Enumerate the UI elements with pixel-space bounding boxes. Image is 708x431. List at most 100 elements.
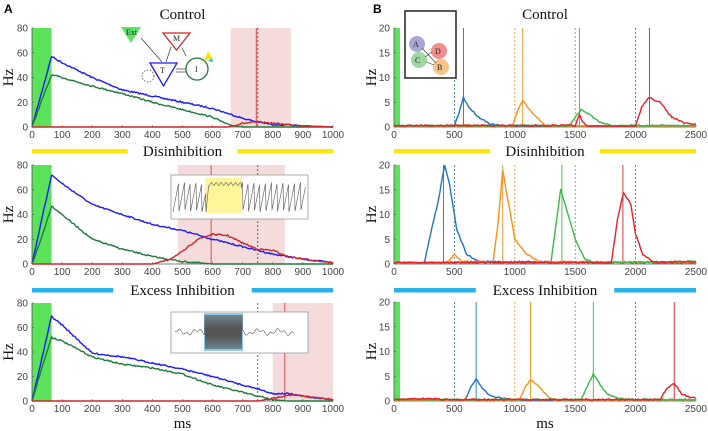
x-tick-label: 1500 xyxy=(564,130,587,141)
y-tick-label: 20 xyxy=(379,24,391,35)
y-axis-label: Hz xyxy=(364,342,380,360)
x-tick-label: 300 xyxy=(114,130,131,141)
y-tick-label: 80 xyxy=(17,299,29,310)
disinhibition-highlight xyxy=(205,178,242,213)
x-tick-label: 1000 xyxy=(322,267,345,278)
series-line-green xyxy=(31,205,333,265)
y-tick-label: 10 xyxy=(379,73,391,84)
x-tick-label: 500 xyxy=(446,130,463,141)
condition-bar-right xyxy=(599,149,696,154)
panel-title: Control xyxy=(522,7,568,23)
series-line-green xyxy=(31,73,333,128)
y-tick-label: 60 xyxy=(17,48,29,59)
x-tick-label: 2000 xyxy=(624,267,647,278)
panel-title: Disinhibition xyxy=(505,144,585,160)
x-tick-label: 2500 xyxy=(685,267,708,278)
x-tick-label: 800 xyxy=(264,130,281,141)
stimulus-region xyxy=(32,303,52,401)
y-tick-label: 40 xyxy=(17,348,29,359)
y-tick-label: 40 xyxy=(17,210,29,221)
x-tick-label: 700 xyxy=(234,404,251,415)
y-tick-label: 40 xyxy=(17,73,29,84)
x-axis-label: ms xyxy=(174,416,192,431)
series-line-red xyxy=(32,393,333,402)
series-line-red xyxy=(32,232,334,265)
x-tick-label: 400 xyxy=(144,267,161,278)
x-tick-label: 500 xyxy=(174,130,191,141)
y-tick-label: 10 xyxy=(379,210,391,221)
assembly-d-icon xyxy=(431,43,447,59)
x-tick-label: 0 xyxy=(29,267,35,278)
assembly-diagram-inset: A D C B xyxy=(404,10,457,79)
assembly-a-icon xyxy=(409,36,425,52)
series-line-blue xyxy=(31,174,334,265)
y-tick-label: 80 xyxy=(17,24,29,35)
x-tick-label: 0 xyxy=(29,404,35,415)
assembly-b-icon xyxy=(433,59,449,75)
diagram-label-ext: Ext xyxy=(126,28,138,37)
x-tick-label: 0 xyxy=(391,267,397,278)
membrane-trace-excess-inhibition xyxy=(174,314,295,350)
excess-inhibition-trace-inset xyxy=(170,311,309,354)
panel-title: Excess Inhibition xyxy=(130,283,235,299)
x-tick-label: 1000 xyxy=(504,404,527,415)
condition-bar-left xyxy=(394,149,491,154)
series-line-b_blue xyxy=(394,377,696,401)
x-tick-label: 200 xyxy=(84,267,101,278)
y-tick-label: 60 xyxy=(17,323,29,334)
condition-bar-right xyxy=(251,288,333,293)
series-line-b_green xyxy=(393,371,697,402)
condition-bar-left xyxy=(32,288,114,293)
x-tick-label: 200 xyxy=(84,404,101,415)
condition-bar-right xyxy=(237,149,333,154)
y-tick-label: 15 xyxy=(379,185,391,196)
panel-title: Control xyxy=(160,7,206,23)
x-tick-label: 0 xyxy=(391,404,397,415)
assembly-label-a: A xyxy=(413,40,419,49)
y-tick-label: 0 xyxy=(22,397,28,408)
x-axis-label: ms xyxy=(536,416,554,431)
circuit-diagram-inset: Ext M T I xyxy=(121,27,213,88)
x-tick-label: 0 xyxy=(391,130,397,141)
diagram-label-i: I xyxy=(195,65,198,74)
series-line-b_orange xyxy=(394,170,697,264)
y-tick-label: 5 xyxy=(384,98,390,109)
panel-label-b: B xyxy=(373,2,382,16)
x-tick-label: 700 xyxy=(234,267,251,278)
y-axis-label: Hz xyxy=(1,68,17,86)
x-tick-label: 2000 xyxy=(624,130,647,141)
x-tick-label: 900 xyxy=(295,267,312,278)
y-tick-label: 20 xyxy=(17,372,29,383)
condition-bar-left xyxy=(32,149,128,154)
series-line-b_red xyxy=(393,382,697,402)
series-line-b_orange xyxy=(394,379,696,401)
x-tick-label: 300 xyxy=(114,404,131,415)
x-tick-label: 100 xyxy=(54,267,71,278)
x-tick-label: 400 xyxy=(144,404,161,415)
panel-label-a: A xyxy=(4,2,13,16)
x-tick-label: 600 xyxy=(204,130,221,141)
y-tick-label: 15 xyxy=(379,322,391,333)
neuromodulator-yellow-icon xyxy=(204,51,212,61)
x-tick-label: 1000 xyxy=(504,130,527,141)
y-tick-label: 5 xyxy=(384,372,390,383)
y-tick-label: 0 xyxy=(384,260,390,271)
x-tick-label: 2500 xyxy=(685,404,708,415)
y-tick-label: 0 xyxy=(384,397,390,408)
x-tick-label: 2000 xyxy=(624,404,647,415)
x-tick-label: 900 xyxy=(295,130,312,141)
x-tick-label: 400 xyxy=(144,130,161,141)
y-axis-label: Hz xyxy=(1,343,17,361)
y-tick-label: 15 xyxy=(379,48,391,59)
x-tick-label: 0 xyxy=(29,130,35,141)
condition-bar-left xyxy=(394,288,476,293)
x-tick-label: 100 xyxy=(54,130,71,141)
stimulus-region xyxy=(394,165,401,264)
series-line-green xyxy=(31,335,333,402)
y-tick-label: 20 xyxy=(379,161,391,172)
x-tick-label: 700 xyxy=(234,130,251,141)
series-line-b_blue xyxy=(394,94,696,127)
x-tick-label: 1000 xyxy=(322,130,345,141)
y-tick-label: 5 xyxy=(384,235,390,246)
series-line-red xyxy=(32,120,333,128)
